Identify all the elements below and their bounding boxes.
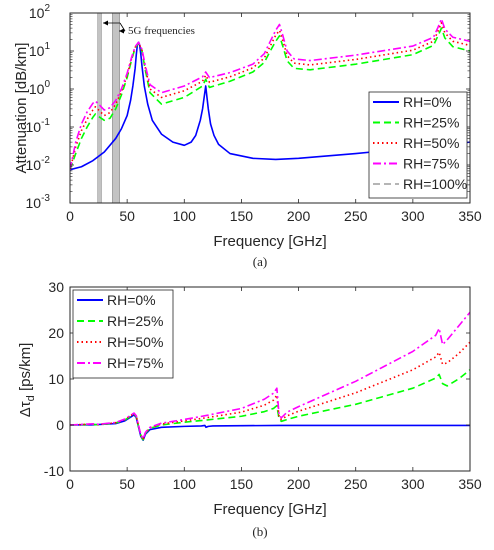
x-tick-label: 200 [287, 476, 311, 492]
x-tick-label: 250 [344, 208, 368, 224]
x-ticks-b: 0 50 100 150 200 250 300 350 [66, 287, 482, 492]
x-axis-label-a: Frequency [GHz] [213, 233, 326, 250]
legend-entry: RH=50% [403, 135, 459, 151]
series-line-rh-75- [70, 18, 470, 170]
y-tick-label: 10-1 [26, 117, 51, 135]
y-tick-label: 100 [29, 79, 51, 97]
legend-entry: RH=0% [403, 94, 452, 110]
y-tick-label: -10 [44, 463, 64, 479]
arrowhead-left [103, 20, 108, 26]
y-tick-label: 10 [48, 371, 64, 387]
y-ticks-b: -10 0 10 20 30 [44, 279, 470, 479]
5g-band [97, 12, 102, 204]
legend-entry: RH=25% [107, 313, 163, 329]
legend-entry: RH=25% [403, 115, 459, 131]
series-line-rh-0- [70, 41, 470, 171]
y-tick-label: 10-2 [26, 155, 51, 173]
y-axis-label-a: Attenuation [dB/km] [13, 43, 30, 174]
x-tick-label: 150 [230, 476, 254, 492]
y-axis-label-b: Δτd [ps/km] [17, 343, 37, 418]
y-tick-label: 0 [56, 417, 64, 433]
legend-entry: RH=0% [107, 292, 156, 308]
series-line-rh-25- [70, 369, 470, 441]
legend-box-a [368, 91, 468, 199]
y-tick-label: 10-3 [26, 193, 51, 211]
legend-entry: RH=75% [403, 156, 459, 172]
panel-label-b: (b) [252, 524, 267, 539]
legend-b: RH=0% RH=25% RH=50% RH=75% [72, 289, 174, 379]
x-tick-label: 350 [458, 476, 482, 492]
y-tick-label: 102 [29, 3, 51, 21]
x-tick-label: 350 [458, 208, 482, 224]
annotation-connector [119, 22, 126, 32]
legend-entry: RH=50% [107, 334, 163, 350]
panel-label-a: (a) [253, 254, 267, 269]
legend-entry: RH=100% [403, 176, 467, 192]
x-tick-label: 300 [401, 476, 425, 492]
x-tick-label: 0 [66, 208, 74, 224]
x-tick-label: 150 [230, 208, 254, 224]
x-tick-label: 50 [119, 208, 135, 224]
y-tick-label: 101 [29, 41, 51, 59]
x-axis-label-b: Frequency [GHz] [213, 501, 326, 518]
y-tick-label: 20 [48, 325, 64, 341]
y-tick-label: 30 [48, 279, 64, 295]
series-line-rh-25- [70, 27, 470, 171]
series-line-rh-75- [70, 311, 470, 440]
series-group-b [70, 311, 470, 441]
y-ticks-a: 10-3 10-2 10-1 100 101 102 [26, 3, 470, 211]
x-tick-label: 100 [173, 476, 197, 492]
x-tick-label: 50 [119, 476, 135, 492]
series-line-rh-50- [70, 22, 470, 170]
annotation-5g: 5G frequencies [128, 25, 195, 37]
x-tick-label: 100 [173, 208, 197, 224]
x-tick-label: 0 [66, 476, 74, 492]
x-tick-label: 300 [401, 208, 425, 224]
x-ticks-a: 0 50 100 150 200 250 300 350 [66, 13, 482, 224]
series-group-a [70, 18, 470, 171]
axes-box-a [69, 12, 471, 204]
attenuation-chart: 0 50 100 150 200 250 300 350 10-3 10-2 10-1 100 101… [13, 3, 482, 269]
x-tick-label: 200 [287, 208, 311, 224]
legend-entry: RH=75% [107, 355, 163, 371]
legend-a: RH=0% RH=25% RH=50% RH=75% RH=100% [368, 91, 468, 199]
x-tick-label: 250 [344, 476, 368, 492]
arrowhead-right [119, 28, 124, 34]
